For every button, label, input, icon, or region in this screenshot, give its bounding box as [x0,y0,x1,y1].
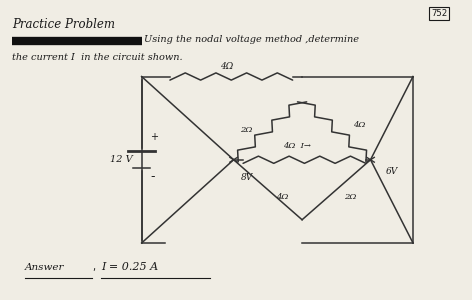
Text: the current I  in the circuit shown.: the current I in the circuit shown. [12,52,182,62]
Text: -: - [150,170,155,183]
Text: 4Ω: 4Ω [276,193,288,201]
Text: Practice Problem: Practice Problem [12,18,115,31]
Text: 4Ω: 4Ω [353,121,365,129]
Text: 4Ω  I→: 4Ω I→ [283,142,312,150]
Text: I = 0.25 A: I = 0.25 A [101,262,159,272]
Text: 12 V: 12 V [110,155,133,164]
Text: 6V: 6V [386,167,398,176]
Text: 2Ω: 2Ω [240,126,253,134]
Text: 752: 752 [431,9,447,18]
Text: Using the nodal voltage method ,determine: Using the nodal voltage method ,determin… [144,34,359,43]
Text: 2Ω: 2Ω [344,193,357,201]
Text: 4Ω: 4Ω [220,62,233,71]
Text: Answer: Answer [25,262,64,272]
Text: +: + [150,132,158,142]
Text: 8V: 8V [241,173,253,182]
Text: ,: , [93,262,96,272]
